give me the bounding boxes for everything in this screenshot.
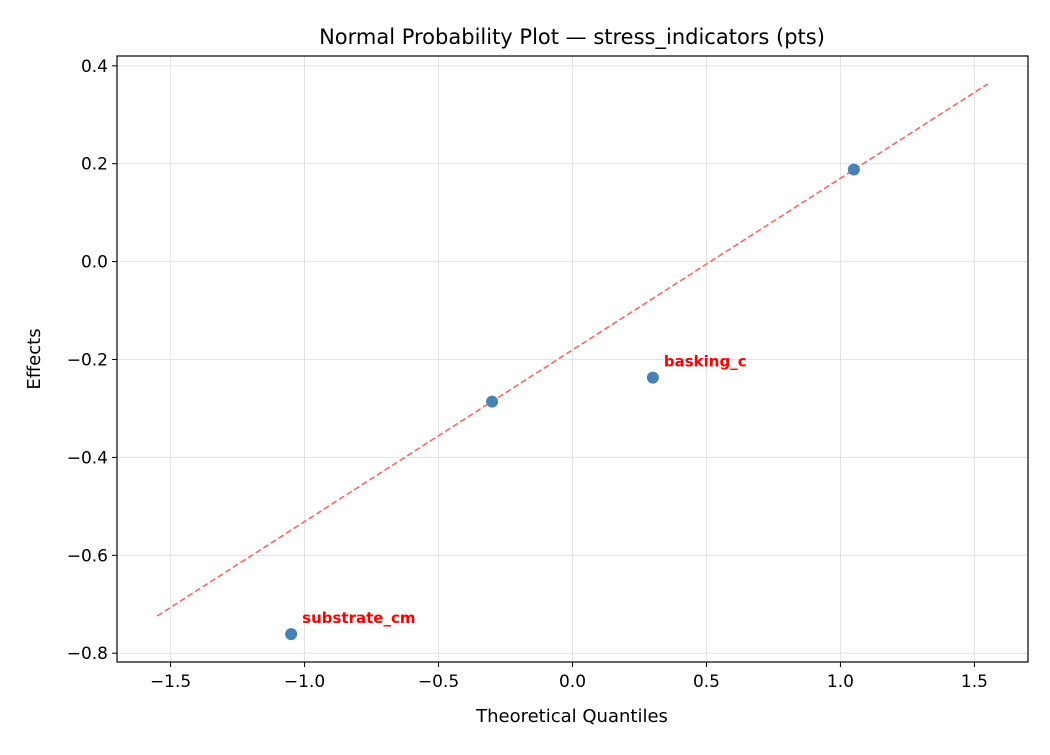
y-tick-label: −0.6 [67,546,108,566]
y-tick-label: −0.4 [67,448,108,468]
x-tick-label: 0.0 [559,672,586,692]
y-tick-label: −0.8 [67,644,108,664]
x-tick-label: 1.5 [961,672,988,692]
plot-frame [116,55,1029,663]
data-point [486,395,499,408]
marks: substrate_cm basking_c [156,83,989,641]
y-axis-label: Effects [24,328,45,389]
y-tick-label: 0.4 [81,57,108,77]
x-tick-label: −1.0 [284,672,325,692]
point-label: substrate_cm [302,609,415,627]
y-tick-label: −0.2 [67,350,108,370]
data-point [646,371,659,384]
x-tick-label: −0.5 [418,672,459,692]
y-tick-label: 0.2 [81,155,108,175]
point-label: basking_c [664,353,747,371]
data-point [285,628,298,641]
data-point [847,163,860,176]
grid [117,56,1028,662]
x-tick-label: 1.0 [827,672,854,692]
y-tick-label: 0.0 [81,253,108,273]
chart-title: Normal Probability Plot — stress_indicat… [319,25,825,50]
ticks: −1.5 −1.0 −0.5 0.0 0.5 1.0 1.5 −0.8 −0.6 −0.4 −0.2… [67,57,988,692]
x-tick-label: −1.5 [150,672,191,692]
x-tick-label: 0.5 [693,672,720,692]
x-axis-label: Theoretical Quantiles [475,706,668,727]
